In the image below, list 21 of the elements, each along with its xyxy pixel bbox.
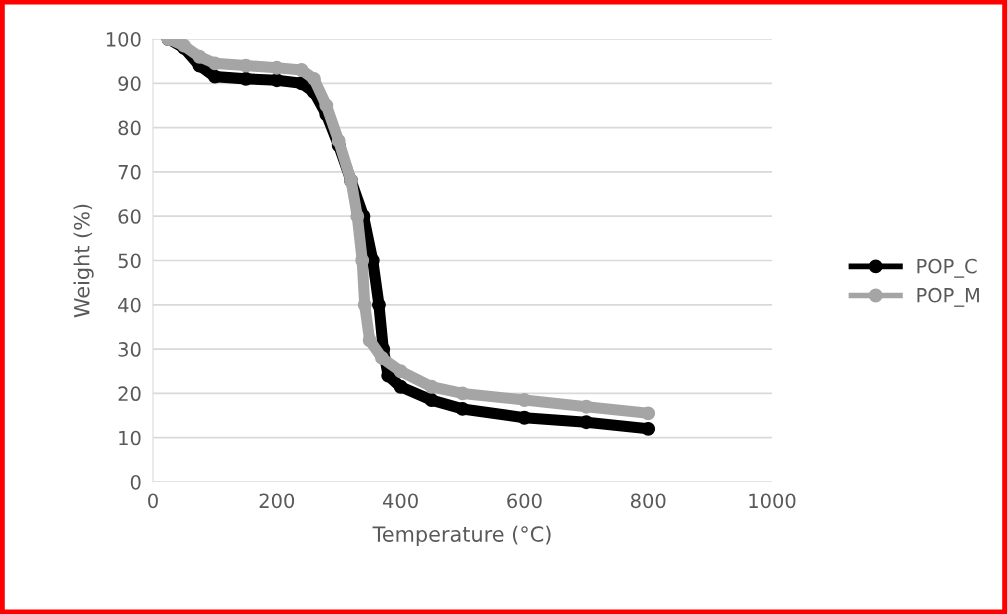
y-tick-label: 40: [118, 297, 141, 313]
y-tick-label: 60: [118, 209, 141, 224]
x-tick-label: 600: [507, 493, 542, 509]
y-tick-label: 0: [130, 474, 141, 490]
y-tick-label: 30: [118, 342, 141, 357]
x-tick-label: 800: [630, 493, 666, 509]
y-tick-label: 50: [118, 253, 141, 269]
x-tick-label: 0: [148, 493, 158, 509]
x-axis-title: Temperature (°C): [372, 525, 551, 546]
y-axis-title: Weight (%): [73, 204, 94, 318]
y-tick-label: 10: [119, 430, 141, 446]
legend-label: POP_M: [917, 287, 979, 307]
x-tick-label: 400: [382, 493, 418, 509]
y-tick-label: 100: [106, 31, 141, 47]
x-tick-label: 200: [259, 493, 295, 509]
y-tick-label: 20: [118, 386, 141, 402]
legend-label: POP_C: [917, 258, 977, 278]
y-tick-label: 90: [118, 76, 141, 91]
x-tick-label: 1000: [749, 493, 796, 509]
y-tick-label: 70: [118, 164, 141, 180]
y-tick-label: 80: [118, 120, 141, 136]
